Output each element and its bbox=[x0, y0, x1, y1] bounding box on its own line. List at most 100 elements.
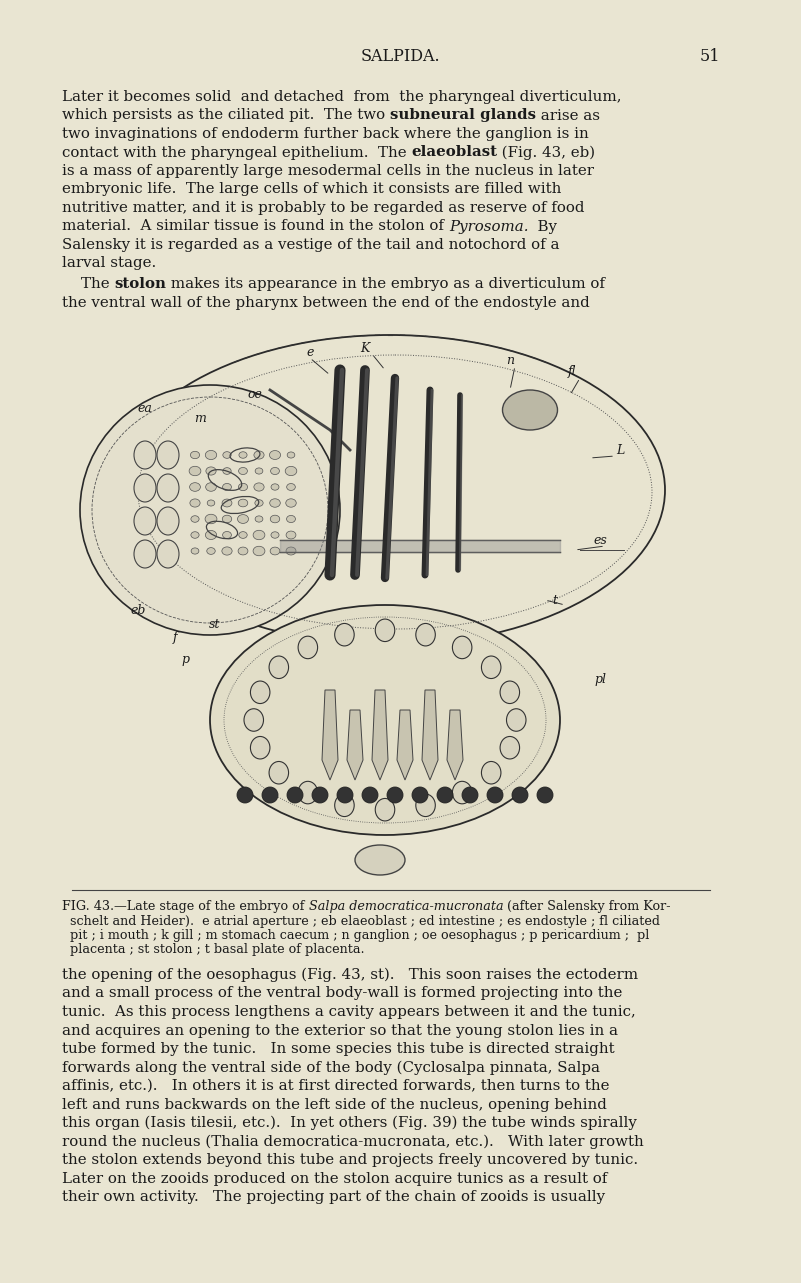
Ellipse shape bbox=[134, 507, 156, 535]
Text: p: p bbox=[181, 653, 189, 666]
Text: contact with the pharyngeal epithelium.  The: contact with the pharyngeal epithelium. … bbox=[62, 145, 412, 159]
Text: pit ; i mouth ; k gill ; m stomach caecum ; n ganglion ; oe oesophagus ; p peric: pit ; i mouth ; k gill ; m stomach caecu… bbox=[62, 929, 650, 942]
Circle shape bbox=[487, 786, 503, 803]
Ellipse shape bbox=[269, 762, 288, 784]
Circle shape bbox=[337, 786, 353, 803]
Ellipse shape bbox=[502, 390, 557, 430]
Text: Later it becomes solid  and detached  from  the pharyngeal diverticulum,: Later it becomes solid and detached from… bbox=[62, 90, 622, 104]
Ellipse shape bbox=[255, 516, 263, 522]
Ellipse shape bbox=[481, 762, 501, 784]
Circle shape bbox=[387, 786, 403, 803]
Text: is a mass of apparently large mesodermal cells in the nucleus in later: is a mass of apparently large mesodermal… bbox=[62, 164, 594, 178]
Text: tunic.  As this process lengthens a cavity appears between it and the tunic,: tunic. As this process lengthens a cavit… bbox=[62, 1005, 636, 1019]
Ellipse shape bbox=[286, 547, 296, 556]
Ellipse shape bbox=[205, 530, 216, 539]
Text: pl: pl bbox=[594, 674, 606, 686]
Text: larval stage.: larval stage. bbox=[62, 257, 156, 271]
Ellipse shape bbox=[254, 450, 264, 459]
Text: By: By bbox=[528, 219, 557, 234]
Text: The: The bbox=[62, 277, 115, 291]
Ellipse shape bbox=[190, 482, 200, 491]
Text: L: L bbox=[616, 444, 624, 457]
Ellipse shape bbox=[253, 547, 265, 556]
Text: and acquires an opening to the exterior so that the young stolon lies in a: and acquires an opening to the exterior … bbox=[62, 1024, 618, 1038]
Text: 51: 51 bbox=[699, 47, 720, 65]
Ellipse shape bbox=[244, 708, 264, 731]
Ellipse shape bbox=[239, 484, 248, 490]
Ellipse shape bbox=[298, 636, 318, 658]
Text: tube formed by the tunic.   In some species this tube is directed straight: tube formed by the tunic. In some specie… bbox=[62, 1042, 614, 1056]
Text: placenta ; st stolon ; t basal plate of placenta.: placenta ; st stolon ; t basal plate of … bbox=[62, 943, 364, 957]
Text: Pyrosoma.: Pyrosoma. bbox=[449, 219, 528, 234]
Text: schelt and Heider).  e atrial aperture ; eb elaeoblast ; ed intestine ; es endos: schelt and Heider). e atrial aperture ; … bbox=[62, 915, 660, 928]
Ellipse shape bbox=[298, 781, 318, 804]
Text: Salpa democratica-mucronata: Salpa democratica-mucronata bbox=[0, 0, 195, 13]
Ellipse shape bbox=[335, 624, 354, 645]
Text: eb: eb bbox=[131, 603, 146, 617]
Text: subneural glands: subneural glands bbox=[390, 109, 536, 122]
Circle shape bbox=[362, 786, 378, 803]
Polygon shape bbox=[397, 709, 413, 780]
Ellipse shape bbox=[222, 547, 232, 556]
Text: n: n bbox=[506, 354, 514, 367]
Ellipse shape bbox=[238, 547, 248, 556]
Text: embryonic life.  The large cells of which it consists are filled with: embryonic life. The large cells of which… bbox=[62, 182, 562, 196]
Text: m: m bbox=[194, 412, 206, 425]
Text: their own activity.   The projecting part of the chain of zooids is usually: their own activity. The projecting part … bbox=[62, 1191, 605, 1203]
Text: material.  A similar tissue is found in the stolon of: material. A similar tissue is found in t… bbox=[62, 219, 449, 234]
Ellipse shape bbox=[500, 736, 520, 760]
Ellipse shape bbox=[191, 452, 199, 459]
Circle shape bbox=[537, 786, 553, 803]
Ellipse shape bbox=[416, 624, 435, 645]
Ellipse shape bbox=[223, 468, 231, 475]
Ellipse shape bbox=[453, 636, 472, 658]
Circle shape bbox=[412, 786, 428, 803]
Text: f: f bbox=[173, 631, 177, 644]
Ellipse shape bbox=[223, 516, 231, 522]
Ellipse shape bbox=[239, 531, 248, 539]
Text: two invaginations of endoderm further back where the ganglion is in: two invaginations of endoderm further ba… bbox=[62, 127, 589, 141]
Ellipse shape bbox=[206, 467, 216, 475]
Ellipse shape bbox=[223, 452, 231, 458]
Text: subneural glands: subneural glands bbox=[390, 109, 536, 122]
Text: forwards along the ventral side of the body (Cyclosalpa pinnata, Salpa: forwards along the ventral side of the b… bbox=[62, 1061, 600, 1075]
Ellipse shape bbox=[205, 450, 217, 459]
Text: elaeoblast: elaeoblast bbox=[412, 145, 497, 159]
Ellipse shape bbox=[506, 708, 526, 731]
Ellipse shape bbox=[335, 794, 354, 816]
Text: (after Salensky from Kor-: (after Salensky from Kor- bbox=[503, 899, 670, 913]
Ellipse shape bbox=[270, 516, 280, 522]
Text: which persists as the ciliated pit.  The two: which persists as the ciliated pit. The … bbox=[62, 109, 390, 122]
Ellipse shape bbox=[270, 499, 280, 507]
Ellipse shape bbox=[157, 473, 179, 502]
Ellipse shape bbox=[287, 484, 296, 490]
Text: st: st bbox=[209, 618, 221, 631]
Circle shape bbox=[437, 786, 453, 803]
Ellipse shape bbox=[288, 452, 295, 458]
Text: nutritive matter, and it is probably to be regarded as reserve of food: nutritive matter, and it is probably to … bbox=[62, 201, 585, 216]
Ellipse shape bbox=[355, 845, 405, 875]
Text: FIG. 43.: FIG. 43. bbox=[62, 899, 114, 913]
Text: Salensky it is regarded as a vestige of the tail and notochord of a: Salensky it is regarded as a vestige of … bbox=[62, 239, 560, 251]
Ellipse shape bbox=[206, 482, 216, 491]
Ellipse shape bbox=[191, 531, 199, 539]
Ellipse shape bbox=[254, 482, 264, 491]
Ellipse shape bbox=[269, 656, 288, 679]
Ellipse shape bbox=[223, 484, 231, 490]
Text: oe: oe bbox=[248, 389, 263, 402]
Text: arise as: arise as bbox=[536, 109, 600, 122]
Ellipse shape bbox=[253, 530, 265, 540]
Text: stolon: stolon bbox=[115, 277, 167, 291]
Text: —Late stage of the embryo of: —Late stage of the embryo of bbox=[114, 899, 308, 913]
Ellipse shape bbox=[269, 450, 280, 459]
Ellipse shape bbox=[500, 681, 520, 703]
Ellipse shape bbox=[205, 514, 217, 523]
Ellipse shape bbox=[238, 499, 248, 507]
Ellipse shape bbox=[115, 335, 665, 645]
Text: Salpa democratica-mucronata: Salpa democratica-mucronata bbox=[308, 899, 503, 913]
Text: and a small process of the ventral body-wall is formed projecting into the: and a small process of the ventral body-… bbox=[62, 987, 622, 1001]
Ellipse shape bbox=[287, 516, 296, 522]
Ellipse shape bbox=[222, 499, 232, 507]
Ellipse shape bbox=[481, 656, 501, 679]
Ellipse shape bbox=[286, 499, 296, 507]
